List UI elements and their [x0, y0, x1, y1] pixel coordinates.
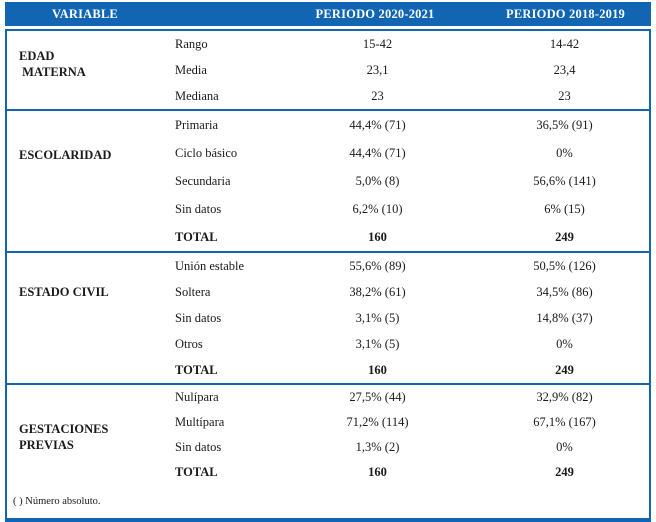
row-value-2018-2019: 34,5% (86) — [536, 284, 593, 299]
row-value-2018-2019: 0% — [556, 440, 573, 454]
table-footnote: ( ) Número absoluto. — [13, 496, 101, 507]
row-value-2018-2019: 56,6% (141) — [533, 173, 596, 188]
table-row: Secundaria 5,0% (8) 56,6% (141) — [165, 167, 649, 195]
row-value-2020-2021: 27,5% (44) — [349, 390, 406, 404]
row-label: Sin datos — [175, 440, 222, 454]
row-value-2018-2019: 249 — [555, 229, 574, 244]
section-edad-materna: EDAD MATERNA Rango 15-42 14-42 Media 23,… — [7, 31, 649, 109]
row-value-2020-2021: 160 — [368, 362, 387, 377]
table-row: Sin datos 6,2% (10) 6% (15) — [165, 195, 649, 223]
table-row: Sin datos 3,1% (5) 14,8% (37) — [165, 305, 649, 331]
row-value-2020-2021: 3,1% (5) — [355, 310, 400, 325]
row-label: TOTAL — [175, 229, 218, 244]
row-label: Soltera — [175, 284, 211, 299]
row-label: Multípara — [175, 415, 225, 429]
section-rows: Nulípara 27,5% (44) 32,9% (82) Multípara… — [165, 385, 649, 485]
row-value-2020-2021: 71,2% (114) — [346, 415, 409, 429]
header-cell-variable: VARIABLE — [52, 6, 118, 21]
table-row-total: TOTAL 160 249 — [165, 460, 649, 485]
row-value-2018-2019: 0% — [556, 336, 573, 351]
row-value-2018-2019: 50,5% (126) — [533, 258, 596, 273]
row-label: Otros — [175, 336, 203, 351]
section-escolaridad: ESCOLARIDAD Primaria 44,4% (71) 36,5% (9… — [7, 109, 649, 251]
row-value-2020-2021: 23 — [371, 88, 384, 103]
table-body: EDAD MATERNA Rango 15-42 14-42 Media 23,… — [5, 29, 651, 522]
section-rows: Rango 15-42 14-42 Media 23,1 23,4 Median… — [165, 31, 649, 109]
row-value-2018-2019: 32,9% (82) — [536, 390, 593, 404]
table-row: Mediana 23 23 — [165, 83, 649, 109]
row-value-2018-2019: 23,4 — [553, 62, 576, 77]
row-label: Unión estable — [175, 258, 245, 273]
row-value-2020-2021: 38,2% (61) — [349, 284, 406, 299]
row-label: Sin datos — [175, 201, 222, 216]
row-value-2018-2019: 14-42 — [549, 36, 580, 51]
section-variable-label: ESTADO CIVIL — [19, 285, 109, 299]
row-value-2020-2021: 5,0% (8) — [355, 173, 400, 188]
section-variable-label: EDAD MATERNA — [19, 49, 86, 80]
table-row: Soltera 38,2% (61) 34,5% (86) — [165, 279, 649, 305]
row-value-2020-2021: 6,2% (10) — [352, 201, 403, 216]
table-row: Otros 3,1% (5) 0% — [165, 331, 649, 357]
row-value-2020-2021: 15-42 — [362, 36, 393, 51]
row-label: TOTAL — [175, 362, 218, 377]
section-gestaciones-previas: GESTACIONES PREVIAS Nulípara 27,5% (44) … — [7, 383, 649, 485]
row-label: Media — [175, 62, 207, 77]
table-row: Primaria 44,4% (71) 36,5% (91) — [165, 111, 649, 139]
table-row-total: TOTAL 160 249 — [165, 357, 649, 383]
row-value-2020-2021: 160 — [368, 229, 387, 244]
row-value-2018-2019: 6% (15) — [544, 201, 585, 216]
header-cell-period-2020-2021: PERIODO 2020-2021 — [315, 6, 435, 21]
row-label: Ciclo básico — [175, 145, 238, 160]
header-cell-period-2018-2019: PERIODO 2018-2019 — [505, 6, 626, 21]
table-row: Multípara 71,2% (114) 67,1% (167) — [165, 410, 649, 435]
row-value-2018-2019: 0% — [556, 145, 573, 160]
row-label: Nulípara — [175, 390, 219, 404]
table-header-row: VARIABLE PERIODO 2020-2021 PERIODO 2018-… — [5, 2, 651, 26]
section-variable-label: ESCOLARIDAD — [19, 148, 112, 162]
table-row: Sin datos 1,3% (2) 0% — [165, 435, 649, 460]
row-label: Secundaria — [175, 173, 231, 188]
table-row-total: TOTAL 160 249 — [165, 223, 649, 251]
row-value-2020-2021: 23,1 — [366, 62, 389, 77]
section-variable-label: GESTACIONES PREVIAS — [19, 422, 109, 453]
row-value-2018-2019: 249 — [555, 465, 574, 479]
table-row: Nulípara 27,5% (44) 32,9% (82) — [165, 385, 649, 410]
row-value-2020-2021: 44,4% (71) — [349, 117, 406, 132]
row-label: Rango — [175, 36, 208, 51]
table-row: Rango 15-42 14-42 — [165, 31, 649, 57]
section-estado-civil: ESTADO CIVIL Unión estable 55,6% (89) 50… — [7, 251, 649, 383]
section-rows: Unión estable 55,6% (89) 50,5% (126) Sol… — [165, 253, 649, 383]
table-row: Ciclo básico 44,4% (71) 0% — [165, 139, 649, 167]
row-value-2018-2019: 14,8% (37) — [536, 310, 593, 325]
row-value-2020-2021: 160 — [368, 465, 387, 479]
row-label: Sin datos — [175, 310, 222, 325]
row-value-2020-2021: 44,4% (71) — [349, 145, 406, 160]
row-value-2018-2019: 36,5% (91) — [536, 117, 593, 132]
row-label: Primaria — [175, 117, 219, 132]
row-value-2020-2021: 55,6% (89) — [349, 258, 406, 273]
row-value-2018-2019: 23 — [558, 88, 571, 103]
table-row: Media 23,1 23,4 — [165, 57, 649, 83]
row-value-2018-2019: 249 — [555, 362, 574, 377]
table-row: Unión estable 55,6% (89) 50,5% (126) — [165, 253, 649, 279]
row-label: Mediana — [175, 88, 219, 103]
row-value-2020-2021: 3,1% (5) — [355, 336, 400, 351]
row-label: TOTAL — [175, 465, 218, 479]
row-value-2020-2021: 1,3% (2) — [355, 440, 400, 454]
section-rows: Primaria 44,4% (71) 36,5% (91) Ciclo bás… — [165, 111, 649, 251]
statistics-table: VARIABLE PERIODO 2020-2021 PERIODO 2018-… — [5, 2, 651, 522]
row-value-2018-2019: 67,1% (167) — [533, 415, 596, 429]
